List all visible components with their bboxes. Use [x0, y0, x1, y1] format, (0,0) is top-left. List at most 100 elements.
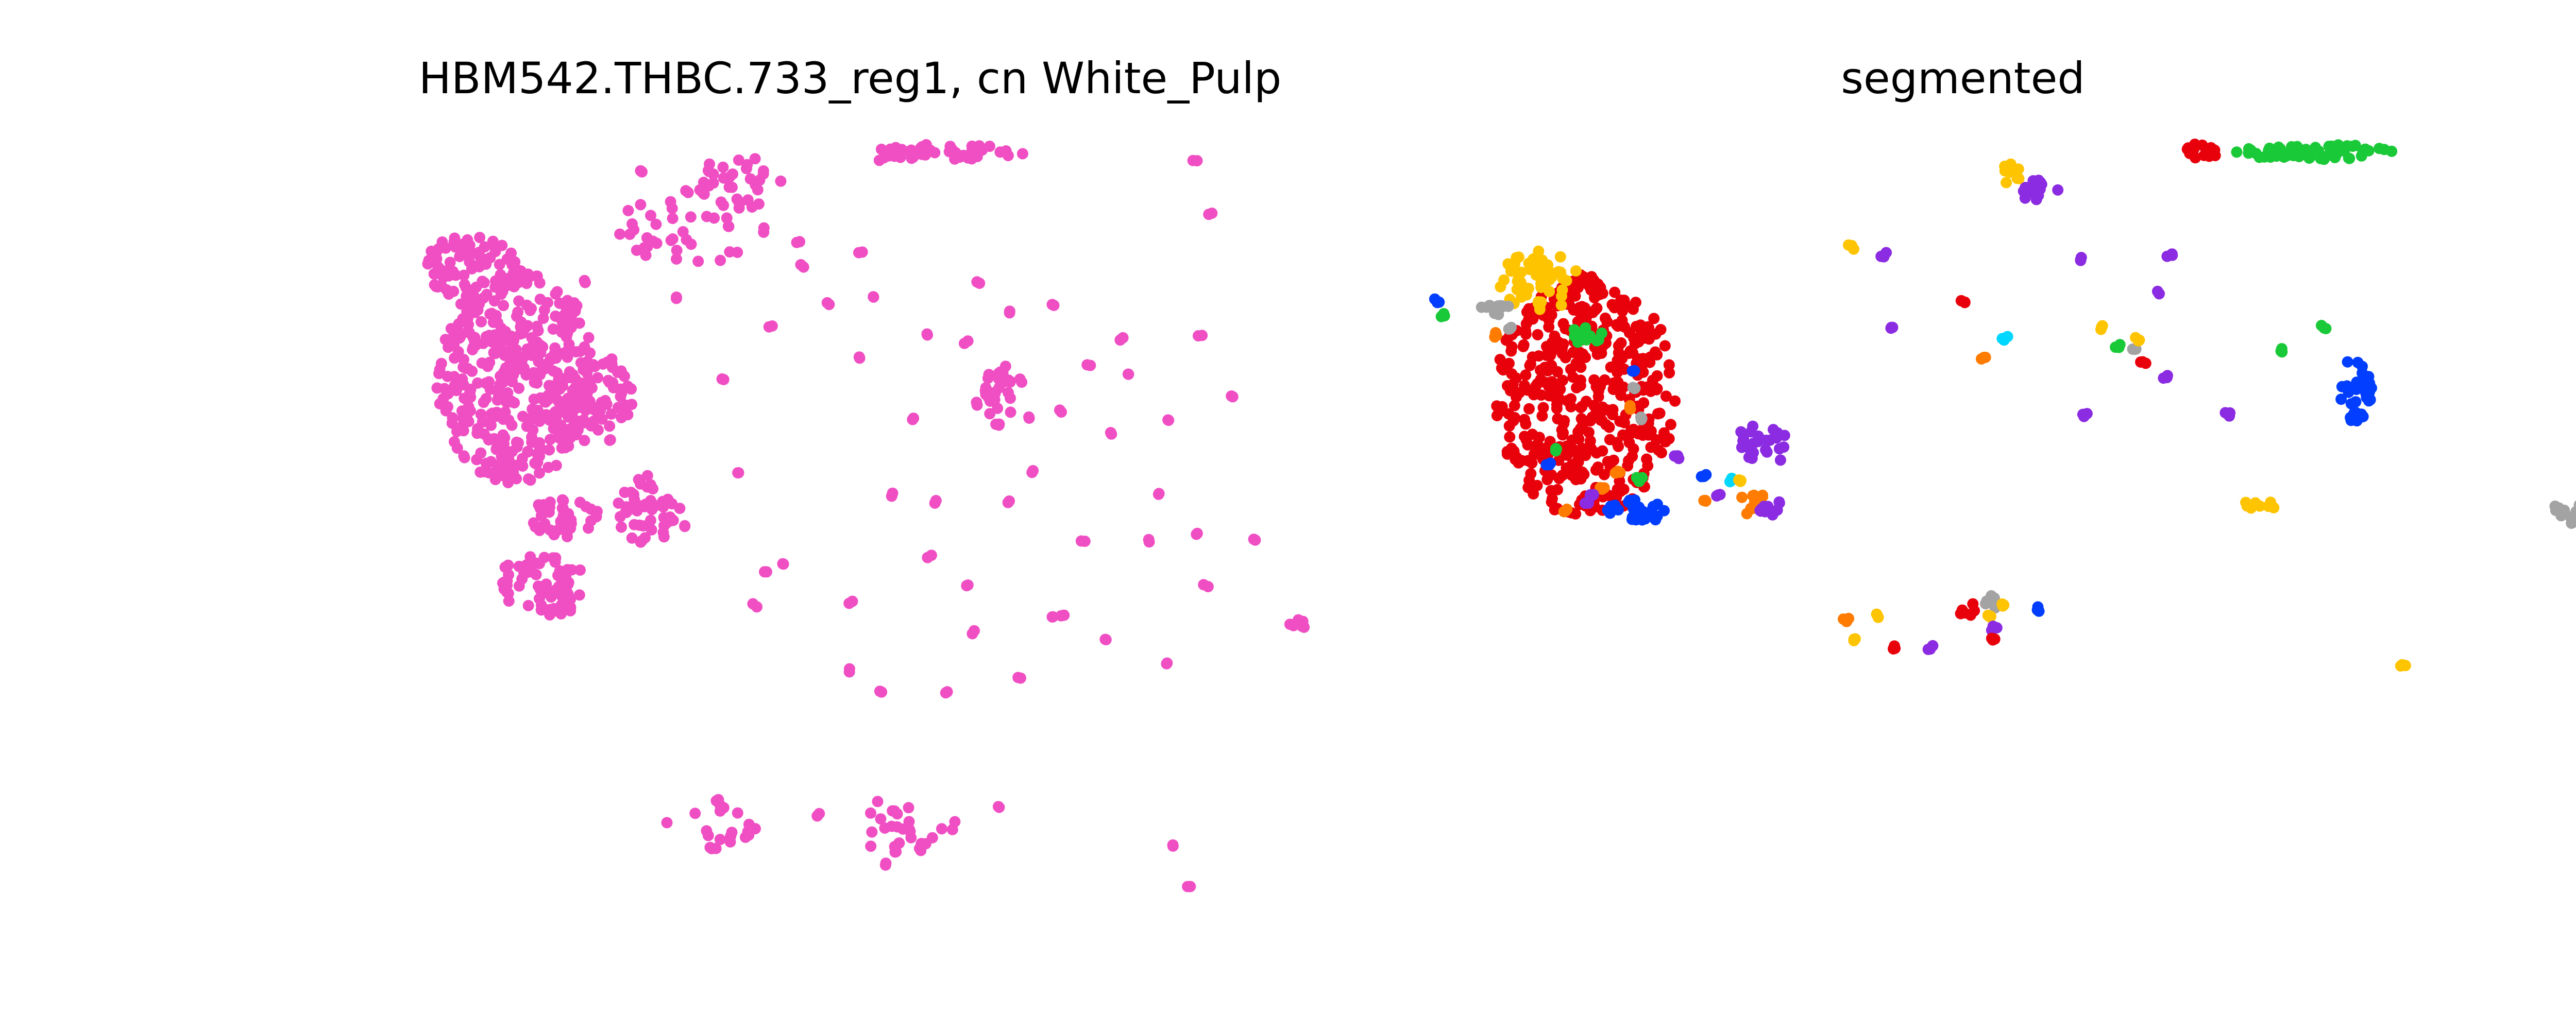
left-point-305	[457, 379, 469, 391]
left-point-22	[454, 251, 466, 263]
right-point-382	[1565, 444, 1577, 456]
left-point-885	[897, 823, 909, 835]
right-point-512	[1495, 300, 1507, 312]
left-point-26	[430, 247, 442, 259]
right-point-322	[1590, 464, 1602, 476]
left-point-68	[450, 241, 462, 253]
left-point-772	[907, 151, 919, 163]
left-point-566	[635, 536, 647, 548]
right-point-3	[1536, 410, 1548, 422]
right-point-919	[2276, 343, 2287, 355]
left-point-442	[455, 298, 467, 310]
right-point-676	[2189, 139, 2201, 150]
right-point-740	[2350, 384, 2362, 396]
right-point-770	[2249, 497, 2261, 509]
right-point-501	[1511, 252, 1522, 264]
left-point-937	[1167, 839, 1179, 851]
right-point-346	[1635, 328, 1647, 339]
right-point-514	[1476, 301, 1487, 313]
left-point-670	[522, 599, 534, 611]
left-point-947	[1004, 305, 1015, 317]
left-point-1021	[635, 165, 647, 177]
right-point-376	[1601, 316, 1613, 328]
right-point-344	[1565, 393, 1577, 405]
left-point-573	[674, 503, 686, 514]
left-point-447	[550, 459, 562, 471]
left-point-108	[544, 434, 556, 445]
left-point-473	[604, 420, 616, 432]
right-point-802	[1540, 459, 1552, 471]
left-point-899	[726, 827, 738, 838]
left-point-969	[1055, 610, 1067, 622]
left-point-416	[526, 411, 538, 423]
right-point-575	[1639, 513, 1651, 525]
left-point-957	[1163, 415, 1175, 426]
left-point-509	[612, 367, 624, 379]
right-point-545	[1774, 454, 1786, 466]
left-point-430	[526, 436, 538, 448]
left-point-286	[531, 270, 543, 282]
right-point-118	[1520, 418, 1532, 430]
right-point-862	[1978, 352, 1990, 363]
right-point-416	[1551, 399, 1563, 410]
right-point-286	[1630, 297, 1641, 308]
right-point-43	[1556, 374, 1568, 386]
right-point-525	[1581, 334, 1592, 346]
right-point-472	[1570, 265, 1582, 277]
left-point-983	[1075, 535, 1087, 547]
left-point-255	[483, 467, 495, 478]
left-point-949	[868, 291, 879, 303]
left-point-376	[492, 394, 503, 406]
left-point-933	[879, 859, 891, 871]
right-point-540	[1778, 430, 1790, 441]
left-point-421	[485, 456, 497, 468]
left-point-881	[886, 820, 897, 832]
left-point-1033	[971, 399, 983, 411]
left-point-963	[1100, 634, 1112, 646]
left-point-396	[467, 344, 479, 355]
right-point-856	[1959, 296, 1971, 308]
left-point-37	[444, 256, 456, 268]
right-point-502	[1535, 296, 1547, 308]
right-point-399	[1637, 366, 1649, 378]
left-point-329	[463, 416, 474, 427]
right-point-835	[1583, 495, 1594, 507]
left-point-517	[596, 397, 607, 408]
right-point-702	[2001, 177, 2012, 188]
left-point-425	[489, 348, 501, 359]
left-point-61	[422, 258, 434, 270]
right-point-402	[1618, 300, 1630, 312]
left-point-375	[484, 433, 496, 445]
left-point-734	[715, 196, 727, 208]
left-point-588	[620, 501, 632, 513]
right-point-913	[1924, 643, 1936, 655]
left-point-796	[667, 213, 679, 225]
left-point-917	[763, 321, 775, 333]
left-point-817	[622, 204, 634, 216]
left-point-522	[592, 424, 604, 436]
left-point-842	[1003, 387, 1014, 399]
right-point-922	[2095, 323, 2107, 335]
left-point-410	[511, 441, 523, 453]
right-point-497	[1505, 265, 1517, 277]
left-point-1001	[1117, 332, 1129, 344]
left-point-521	[554, 383, 566, 395]
left-point-523	[569, 373, 581, 385]
left-point-727	[742, 194, 754, 206]
right-point-799	[1551, 443, 1562, 455]
left-point-779	[963, 151, 974, 163]
left-point-981	[967, 628, 978, 640]
left-point-387	[463, 404, 474, 416]
left-point-776	[954, 151, 965, 163]
left-point-533	[567, 385, 579, 397]
left-point-645	[574, 564, 586, 576]
left-point-575	[614, 511, 626, 523]
left-point-961	[1249, 534, 1261, 546]
left-point-606	[591, 506, 603, 518]
left-point-997	[1105, 427, 1116, 438]
left-point-581	[667, 514, 679, 526]
left-point-424	[564, 314, 576, 325]
left-point-270	[554, 297, 566, 309]
left-point-381	[477, 337, 489, 349]
left-point-975	[777, 558, 789, 570]
